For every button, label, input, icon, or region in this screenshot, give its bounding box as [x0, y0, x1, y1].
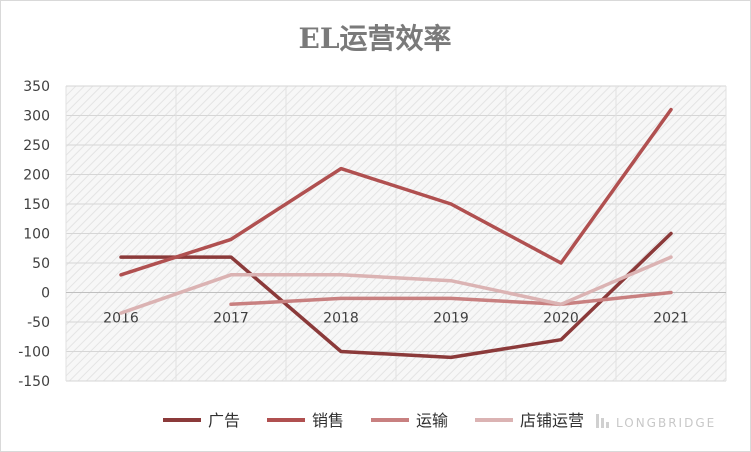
- y-tick-label: -100: [18, 345, 50, 361]
- y-tick-label: 150: [23, 197, 50, 213]
- longbridge-logo-icon: [596, 414, 609, 428]
- legend: 广告 销售 运输 店铺运营: [163, 411, 584, 430]
- legend-label: 销售: [312, 411, 344, 430]
- x-tick-label: 2018: [323, 311, 359, 327]
- series-line-3: [229, 290, 673, 307]
- legend-label: 广告: [208, 411, 240, 430]
- y-tick-label: -50: [27, 315, 50, 331]
- x-tick-label: 2017: [213, 311, 249, 327]
- y-tick-label: 50: [32, 256, 50, 272]
- y-tick-label: 100: [23, 227, 50, 243]
- y-tick-label: 0: [41, 286, 50, 302]
- y-tick-label: 350: [23, 79, 50, 95]
- y-tick-label: 300: [23, 109, 50, 125]
- x-tick-label: 2019: [433, 311, 469, 327]
- y-tick-label: -150: [18, 374, 50, 390]
- x-tick-label: 2016: [103, 311, 139, 327]
- series-line-4: [119, 255, 673, 315]
- chart-title: EL运营效率: [298, 22, 451, 55]
- series-group: [119, 107, 673, 360]
- x-tick-label: 2020: [543, 311, 579, 327]
- y-tick-label: 200: [23, 168, 50, 184]
- series-line-2: [119, 107, 673, 277]
- series-line-1: [119, 231, 673, 360]
- legend-label: 店铺运营: [520, 411, 584, 430]
- watermark: LONGBRIDGE: [596, 414, 716, 430]
- y-axis: 350 300 250 200 150 100 50 0 -50 -100 -150: [18, 79, 50, 390]
- x-tick-label: 2021: [653, 311, 689, 327]
- y-tick-label: 250: [23, 138, 50, 154]
- watermark-text: LONGBRIDGE: [616, 416, 716, 430]
- x-axis: 2016 2017 2018 2019 2020 2021: [103, 311, 689, 327]
- legend-label: 运输: [416, 411, 448, 430]
